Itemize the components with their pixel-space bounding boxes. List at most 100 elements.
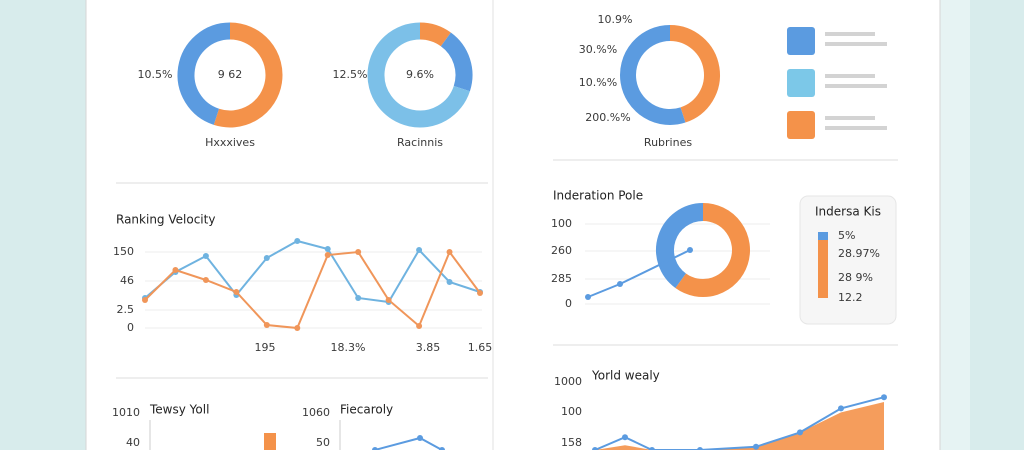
point [202, 253, 209, 259]
donut-caption: Hxxxives [205, 136, 255, 149]
card-value: 28 9% [838, 271, 873, 284]
side-strip [940, 0, 970, 450]
card-title: Indersa Kis [815, 205, 881, 219]
point [797, 429, 803, 436]
donut-segment [419, 22, 451, 47]
donut-segment [669, 25, 720, 123]
point [416, 247, 423, 253]
donut-side-label: 12.5% [333, 68, 368, 81]
point [838, 405, 844, 412]
y-tick-label: 46 [120, 274, 134, 287]
point [697, 447, 703, 450]
point [446, 249, 453, 255]
x-tick-label: 18.3% [331, 341, 366, 354]
card-value: 5% [838, 229, 855, 242]
point [416, 323, 423, 329]
card-bar-top [818, 232, 828, 240]
card-bar [818, 232, 828, 298]
y-tick-label: 150 [113, 245, 134, 258]
legend-swatch [787, 111, 815, 139]
y-tick-label: 1060 [302, 406, 330, 419]
point [385, 297, 392, 303]
point [477, 290, 483, 296]
point [142, 297, 148, 303]
donut-side-label: 10.5% [138, 68, 173, 81]
y-tick-label: 100 [561, 405, 582, 418]
legend-line [825, 116, 875, 120]
point [233, 289, 240, 295]
legend [787, 27, 887, 139]
point [585, 294, 591, 300]
point [592, 447, 598, 450]
point [324, 246, 331, 252]
donut-segment [367, 22, 470, 128]
point [202, 277, 209, 283]
y-tick-label: 0 [565, 297, 572, 310]
bar [264, 433, 276, 450]
y-tick-label: 1010 [112, 406, 140, 419]
line [144, 249, 481, 330]
legend-line [825, 126, 887, 130]
point [617, 281, 623, 287]
point [355, 249, 362, 255]
point [355, 295, 362, 301]
y-tick-label: 285 [551, 272, 572, 285]
donut-segment [177, 22, 231, 125]
legend-swatch [787, 27, 815, 55]
legend-swatch [787, 69, 815, 97]
chart-title: Ranking Velocity [116, 213, 215, 227]
point [622, 434, 628, 441]
point [439, 447, 445, 450]
point [649, 447, 655, 450]
y-tick-label: 2.5 [117, 303, 135, 316]
y-tick-label: 40 [126, 436, 140, 449]
legend-line [825, 74, 875, 78]
chart-title: Fiecaroly [340, 403, 393, 417]
point [446, 279, 453, 285]
y-tick-label: 100 [551, 217, 572, 230]
donut-segment [620, 25, 686, 125]
donut-center-label: 9.6% [406, 68, 434, 81]
donut-caption: Racinnis [397, 136, 443, 149]
point [294, 238, 301, 244]
y-tick-label: 50 [316, 436, 330, 449]
point [263, 255, 270, 261]
point [753, 443, 759, 450]
donut-segment [440, 32, 473, 92]
area [595, 402, 884, 450]
donut-center-label: 9 62 [218, 68, 243, 81]
y-tick-label: 0 [127, 321, 134, 334]
y-tick-label: 1000 [554, 375, 582, 388]
y-tick-label: 158 [561, 436, 582, 449]
card-value: 12.2 [838, 291, 863, 304]
donut-label: 10.9% [598, 13, 633, 26]
chart-title: Tewsy Yoll [149, 403, 209, 417]
donut-segment [675, 203, 750, 297]
x-tick-label: 1.65 [468, 341, 493, 354]
legend-line [825, 84, 887, 88]
donut-caption: Rubrines [644, 136, 692, 149]
donut-segment [213, 22, 283, 128]
donut-label: 200.%% [585, 111, 630, 124]
x-tick-label: 3.85 [416, 341, 441, 354]
chart-title: Yorld wealy [591, 369, 660, 383]
line [594, 396, 885, 450]
donut-label: 30.%% [579, 43, 617, 56]
card-value: 28.97% [838, 247, 880, 260]
legend-line [825, 32, 875, 36]
point [417, 435, 423, 441]
donut-label: 10.%% [579, 76, 617, 89]
x-tick-label: 195 [255, 341, 276, 354]
point [687, 247, 693, 253]
point [294, 325, 301, 331]
point [372, 447, 378, 450]
point [324, 252, 331, 258]
point [263, 322, 270, 328]
point [172, 267, 179, 273]
donut-segment [656, 203, 704, 289]
chart-title: Inderation Pole [553, 189, 643, 203]
point [881, 394, 887, 401]
line [144, 239, 481, 304]
